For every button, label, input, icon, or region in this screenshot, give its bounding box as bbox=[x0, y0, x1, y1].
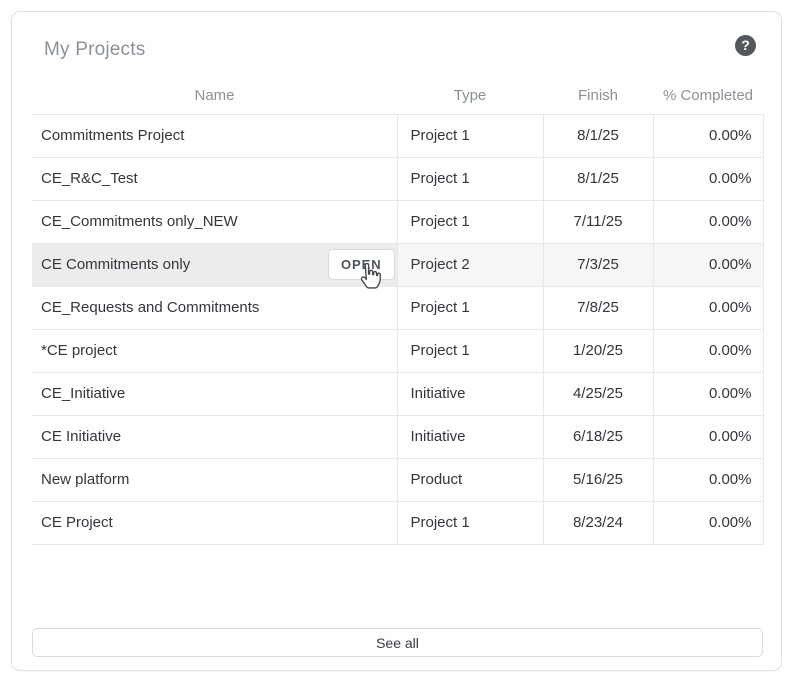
project-finish-date: 8/23/24 bbox=[542, 501, 653, 545]
project-finish-date: 5/16/25 bbox=[542, 458, 653, 502]
project-percent-completed: 0.00% bbox=[652, 114, 764, 158]
project-type: Project 1 bbox=[396, 157, 543, 201]
project-finish-date: 7/8/25 bbox=[542, 286, 653, 330]
project-row[interactable]: CE Initiative Initiative 6/18/25 0.00% bbox=[32, 415, 764, 459]
projects-table-wrap: Name Type Finish % Completed Commitments… bbox=[32, 77, 764, 545]
project-percent-completed: 0.00% bbox=[652, 286, 764, 330]
column-header-finish: Finish bbox=[543, 77, 653, 115]
open-project-button[interactable]: OPEN bbox=[328, 249, 395, 280]
project-percent-completed: 0.00% bbox=[652, 372, 764, 416]
project-finish-date: 4/25/25 bbox=[542, 372, 653, 416]
project-type: Project 1 bbox=[396, 329, 543, 373]
my-projects-panel: My Projects ? Name Type Finish % Complet… bbox=[11, 11, 782, 671]
project-row[interactable]: *CE project Project 1 1/20/25 0.00% bbox=[32, 329, 764, 373]
project-finish-date: 8/1/25 bbox=[542, 157, 653, 201]
project-type: Initiative bbox=[396, 415, 543, 459]
project-row[interactable]: Commitments Project Project 1 8/1/25 0.00% bbox=[32, 114, 764, 158]
project-type: Initiative bbox=[396, 372, 543, 416]
project-type: Product bbox=[396, 458, 543, 502]
project-type: Project 1 bbox=[396, 114, 543, 158]
project-percent-completed: 0.00% bbox=[652, 157, 764, 201]
help-circle-icon[interactable]: ? bbox=[735, 35, 756, 56]
project-row[interactable]: New platform Product 5/16/25 0.00% bbox=[32, 458, 764, 502]
column-header-name: Name bbox=[32, 77, 397, 115]
project-name: Commitments Project bbox=[41, 127, 185, 144]
project-name: New platform bbox=[41, 471, 130, 488]
panel-title: My Projects bbox=[44, 39, 146, 60]
project-row[interactable]: CE_Commitments only_NEW Project 1 7/11/25 0… bbox=[32, 200, 764, 244]
project-name: CE Commitments only bbox=[41, 256, 191, 273]
project-name: CE Project bbox=[41, 514, 113, 531]
project-finish-date: 7/11/25 bbox=[542, 200, 653, 244]
project-row[interactable]: CE_Initiative Initiative 4/25/25 0.00% bbox=[32, 372, 764, 416]
column-header-completed: % Completed bbox=[653, 77, 763, 115]
project-percent-completed: 0.00% bbox=[652, 415, 764, 459]
project-finish-date: 1/20/25 bbox=[542, 329, 653, 373]
table-header-row: Name Type Finish % Completed bbox=[32, 77, 763, 115]
project-type: Project 2 bbox=[396, 243, 543, 287]
projects-table: Name Type Finish % Completed Commitments… bbox=[32, 77, 764, 545]
project-percent-completed: 0.00% bbox=[652, 458, 764, 502]
project-row[interactable]: CE_Requests and Commitments Project 1 7/8/… bbox=[32, 286, 764, 330]
column-header-type: Type bbox=[397, 77, 543, 115]
project-name: CE_Commitments only_NEW bbox=[41, 213, 238, 230]
project-row[interactable]: CE_R&C_Test Project 1 8/1/25 0.00% bbox=[32, 157, 764, 201]
project-percent-completed: 0.00% bbox=[652, 243, 764, 287]
project-percent-completed: 0.00% bbox=[652, 200, 764, 244]
project-name: CE_R&C_Test bbox=[41, 170, 138, 187]
project-type: Project 1 bbox=[396, 501, 543, 545]
project-finish-date: 8/1/25 bbox=[542, 114, 653, 158]
project-row[interactable]: CE Project Project 1 8/23/24 0.00% bbox=[32, 501, 764, 545]
project-finish-date: 7/3/25 bbox=[542, 243, 653, 287]
project-row[interactable]: CE Commitments only OPEN Project 2 7/3/25 0.… bbox=[32, 243, 764, 287]
project-name: *CE project bbox=[41, 342, 117, 359]
project-percent-completed: 0.00% bbox=[652, 329, 764, 373]
project-finish-date: 6/18/25 bbox=[542, 415, 653, 459]
project-name: CE Initiative bbox=[41, 428, 122, 445]
project-name: CE_Initiative bbox=[41, 385, 126, 402]
project-type: Project 1 bbox=[396, 200, 543, 244]
see-all-button[interactable]: See all bbox=[32, 628, 763, 657]
project-percent-completed: 0.00% bbox=[652, 501, 764, 545]
project-name: CE_Requests and Commitments bbox=[41, 299, 260, 316]
project-type: Project 1 bbox=[396, 286, 543, 330]
